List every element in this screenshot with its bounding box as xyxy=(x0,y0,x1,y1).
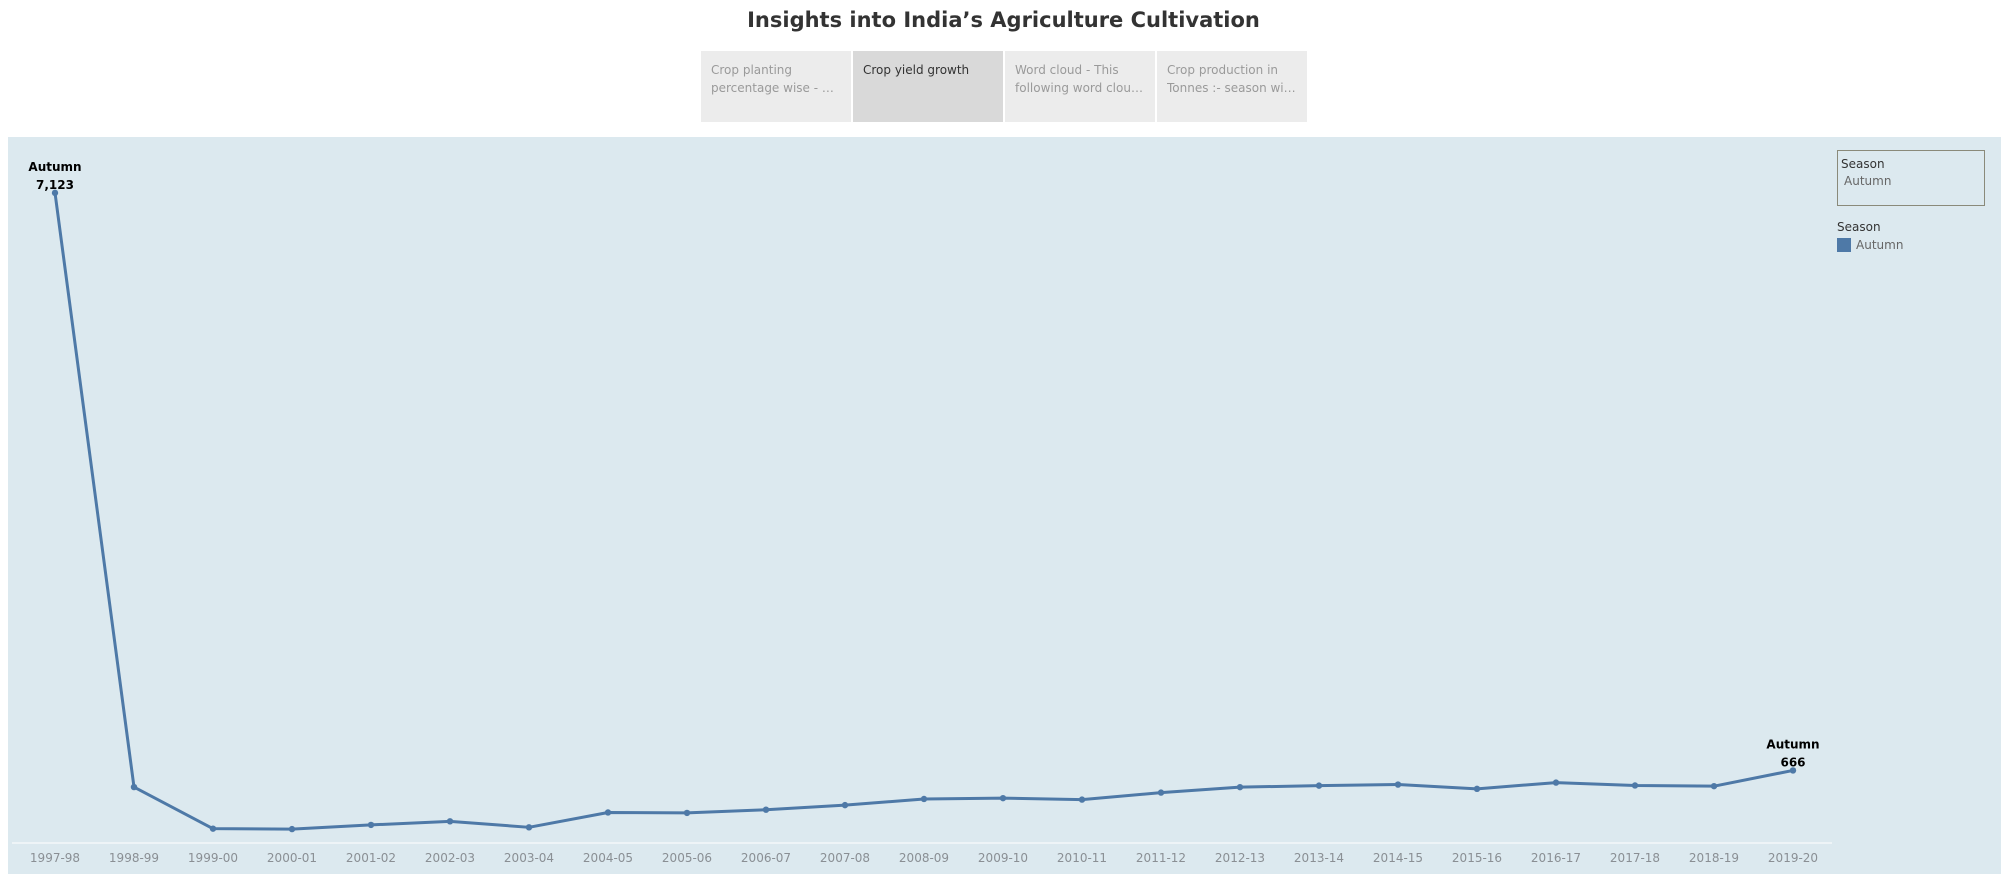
legend-title: Season xyxy=(1837,220,1881,234)
data-point xyxy=(1552,779,1560,786)
data-point xyxy=(1473,785,1481,793)
data-point xyxy=(525,824,533,831)
data-point xyxy=(604,809,612,816)
tab-2[interactable]: Crop yield growth xyxy=(853,51,1003,122)
data-point xyxy=(1394,781,1402,788)
season-filter-value[interactable]: Autumn xyxy=(1844,174,1892,188)
data-point xyxy=(1710,782,1718,790)
x-tick-label: 2011-12 xyxy=(1136,851,1186,865)
x-tick-label: 2019-20 xyxy=(1768,851,1818,865)
x-tick-label: 2003-04 xyxy=(504,851,554,865)
x-tick-label: 2014-15 xyxy=(1373,851,1423,865)
legend-item-label: Autumn xyxy=(1856,238,1904,252)
x-tick-label: 2018-19 xyxy=(1689,851,1739,865)
data-point xyxy=(209,825,217,832)
series-line-autumn xyxy=(53,192,1794,831)
data-point xyxy=(446,818,454,825)
tab-3[interactable]: Word cloud - This following word cloud .. xyxy=(1005,51,1155,122)
x-tick-label: 2006-07 xyxy=(741,851,791,865)
x-tick-label: 2002-03 xyxy=(425,851,475,865)
x-tick-label: 2016-17 xyxy=(1531,851,1581,865)
data-point xyxy=(920,795,928,803)
x-tick-label: 2017-18 xyxy=(1610,851,1660,865)
legend: Season Autumn xyxy=(1837,220,1903,252)
data-point xyxy=(1315,782,1323,789)
data-label-series: Autumn xyxy=(28,160,81,174)
data-point xyxy=(1789,767,1797,774)
x-tick-label: 2012-13 xyxy=(1215,851,1265,865)
x-tick-label: 2013-14 xyxy=(1294,851,1344,865)
tab-4[interactable]: Crop production in Tonnes :- season wise.… xyxy=(1157,51,1307,122)
data-point xyxy=(683,809,691,817)
data-point xyxy=(130,783,138,791)
x-tick-label: 2000-01 xyxy=(267,851,317,865)
data-point xyxy=(1157,789,1165,796)
x-tick-label: 2008-09 xyxy=(899,851,949,865)
x-tick-label: 2009-10 xyxy=(978,851,1028,865)
x-tick-label: 2005-06 xyxy=(662,851,712,865)
legend-swatch xyxy=(1837,238,1851,252)
x-tick-label: 1999-00 xyxy=(188,851,238,865)
x-tick-label: 1997-98 xyxy=(30,851,80,865)
data-point xyxy=(999,794,1007,802)
data-point xyxy=(51,189,59,197)
season-filter-label: Season xyxy=(1841,157,1885,171)
data-point xyxy=(762,806,770,813)
season-filter[interactable]: Season Autumn xyxy=(1837,150,1985,206)
data-point xyxy=(1236,783,1244,791)
data-label-value: 666 xyxy=(1780,755,1805,769)
data-label-value: 7,123 xyxy=(36,178,74,192)
data-point xyxy=(288,825,296,833)
x-tick-label: 2004-05 xyxy=(583,851,633,865)
page-title: Insights into India’s Agriculture Cultiv… xyxy=(747,8,1260,32)
x-tick-label: 1998-99 xyxy=(109,851,159,865)
x-tick-label: 2007-08 xyxy=(820,851,870,865)
chart-panel xyxy=(8,137,2001,874)
tab-1[interactable]: Crop planting percentage wise - Thi.. xyxy=(701,51,851,122)
x-tick-label: 2001-02 xyxy=(346,851,396,865)
data-point xyxy=(1631,782,1639,789)
x-tick-label: 2010-11 xyxy=(1057,851,1107,865)
x-tick-label: 2015-16 xyxy=(1452,851,1502,865)
data-point xyxy=(841,801,849,809)
story-tabs: Crop planting percentage wise - Thi.. Crop… xyxy=(701,51,1309,122)
data-point xyxy=(367,821,375,829)
data-point xyxy=(1078,796,1086,803)
data-label-series: Autumn xyxy=(1766,737,1819,751)
legend-item-autumn[interactable]: Autumn xyxy=(1837,238,1903,252)
